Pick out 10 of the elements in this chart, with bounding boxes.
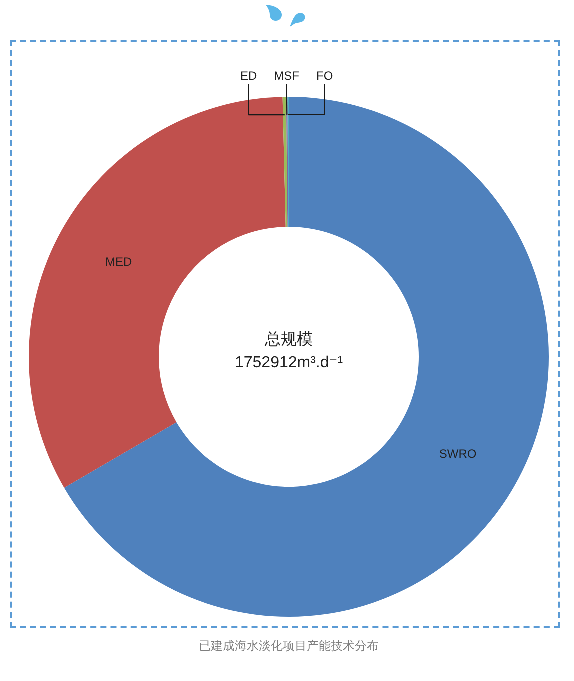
donut-slice <box>64 97 549 617</box>
text: 已建成海水淡化项目产能技术分布 <box>199 639 379 653</box>
slice-label: MED <box>105 254 132 269</box>
slice-label: SWRO <box>439 447 477 462</box>
text: 1752912m³.d⁻¹ <box>234 354 344 372</box>
slice-label: FO <box>316 69 334 83</box>
donut-slice <box>282 97 288 228</box>
text: 总规模 <box>264 330 313 348</box>
slice-label: ED <box>240 69 258 83</box>
slice-label: MSF <box>274 69 300 83</box>
